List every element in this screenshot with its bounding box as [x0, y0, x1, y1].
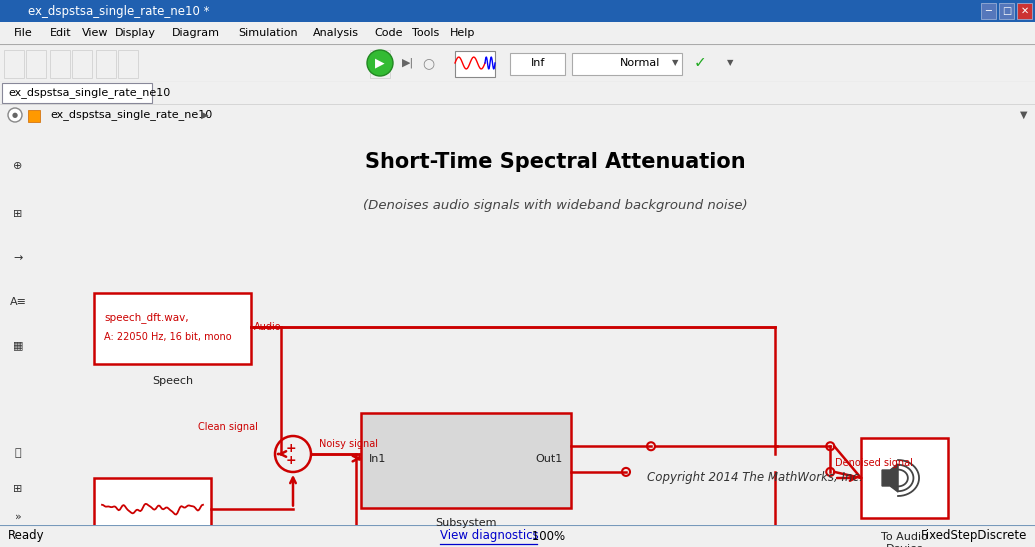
Text: A≡: A≡ [9, 296, 27, 306]
Text: Ready: Ready [8, 529, 45, 543]
Text: Analysis: Analysis [313, 28, 359, 38]
FancyBboxPatch shape [94, 478, 211, 539]
FancyBboxPatch shape [510, 53, 565, 75]
Text: To Audio
Device: To Audio Device [881, 532, 928, 547]
Text: ✕: ✕ [1021, 6, 1029, 16]
Text: Copyright 2014 The MathWorks, Inc.: Copyright 2014 The MathWorks, Inc. [648, 470, 863, 484]
Circle shape [367, 50, 393, 76]
Circle shape [8, 108, 22, 122]
Text: 100%: 100% [528, 529, 565, 543]
FancyBboxPatch shape [50, 50, 70, 78]
Text: View: View [82, 28, 109, 38]
Text: Diagram: Diagram [172, 28, 220, 38]
Text: ▶|: ▶| [402, 58, 414, 68]
FancyBboxPatch shape [455, 51, 495, 77]
Polygon shape [882, 464, 898, 492]
FancyBboxPatch shape [94, 293, 252, 364]
Text: ex_dspstsa_single_rate_ne10 *: ex_dspstsa_single_rate_ne10 * [28, 4, 209, 18]
Text: ▼: ▼ [672, 59, 678, 67]
FancyBboxPatch shape [96, 50, 116, 78]
Text: In1: In1 [369, 453, 386, 464]
FancyBboxPatch shape [1017, 3, 1032, 19]
Text: Out1: Out1 [536, 453, 563, 464]
Text: Simulation: Simulation [238, 28, 298, 38]
Text: A: 22050 Hz, 16 bit, mono: A: 22050 Hz, 16 bit, mono [104, 332, 232, 342]
Text: File: File [14, 28, 33, 38]
Text: Inf: Inf [531, 58, 545, 68]
FancyBboxPatch shape [981, 3, 996, 19]
Text: Edit: Edit [50, 28, 71, 38]
Text: ▦: ▦ [12, 340, 23, 351]
Text: Clean signal: Clean signal [198, 422, 258, 432]
Text: □: □ [1002, 6, 1011, 16]
Text: Subsystem: Subsystem [436, 518, 497, 528]
Text: Normal: Normal [620, 58, 660, 68]
Text: ⊞: ⊞ [13, 209, 23, 219]
Text: ex_dspstsa_single_rate_ne10: ex_dspstsa_single_rate_ne10 [50, 109, 212, 120]
Text: FixedStepDiscrete: FixedStepDiscrete [920, 529, 1027, 543]
Text: ▶: ▶ [375, 56, 385, 69]
Text: ─: ─ [985, 6, 992, 16]
FancyBboxPatch shape [572, 53, 682, 75]
Text: ⊞: ⊞ [13, 484, 23, 494]
Text: Code: Code [374, 28, 403, 38]
Text: Noisy signal: Noisy signal [319, 439, 378, 449]
Text: +: + [286, 443, 296, 456]
FancyBboxPatch shape [72, 50, 92, 78]
Text: speech_dft.wav,: speech_dft.wav, [104, 312, 188, 323]
Text: »: » [14, 512, 22, 522]
FancyBboxPatch shape [2, 83, 152, 103]
Text: (Denoises audio signals with wideband background noise): (Denoises audio signals with wideband ba… [363, 199, 748, 212]
Text: Denoised signal: Denoised signal [835, 458, 913, 468]
FancyBboxPatch shape [118, 50, 138, 78]
Text: Display: Display [115, 28, 156, 38]
FancyBboxPatch shape [369, 50, 390, 78]
FancyBboxPatch shape [861, 438, 948, 518]
FancyBboxPatch shape [361, 413, 571, 508]
Text: →: → [13, 253, 23, 263]
FancyBboxPatch shape [26, 50, 46, 78]
Text: ▼: ▼ [727, 59, 733, 67]
Text: Short-Time Spectral Attenuation: Short-Time Spectral Attenuation [365, 152, 746, 172]
Text: ✓: ✓ [693, 55, 706, 71]
Text: +: + [286, 453, 296, 467]
Text: ⊕: ⊕ [13, 161, 23, 171]
Bar [0, 0, 1035, 22]
Text: ●: ● [12, 112, 18, 118]
Text: Audio: Audio [254, 322, 282, 332]
FancyBboxPatch shape [28, 110, 40, 122]
Text: View diagnostics: View diagnostics [440, 529, 539, 543]
FancyBboxPatch shape [4, 50, 24, 78]
Text: ○: ○ [422, 56, 434, 70]
Text: ▼: ▼ [1019, 110, 1027, 120]
Text: ▶: ▶ [199, 110, 209, 120]
Text: 📷: 📷 [14, 448, 22, 458]
Text: Help: Help [450, 28, 475, 38]
Text: Speech: Speech [152, 376, 194, 386]
FancyBboxPatch shape [999, 3, 1014, 19]
Text: ex_dspstsa_single_rate_ne10: ex_dspstsa_single_rate_ne10 [8, 88, 170, 98]
Text: Tools: Tools [412, 28, 439, 38]
